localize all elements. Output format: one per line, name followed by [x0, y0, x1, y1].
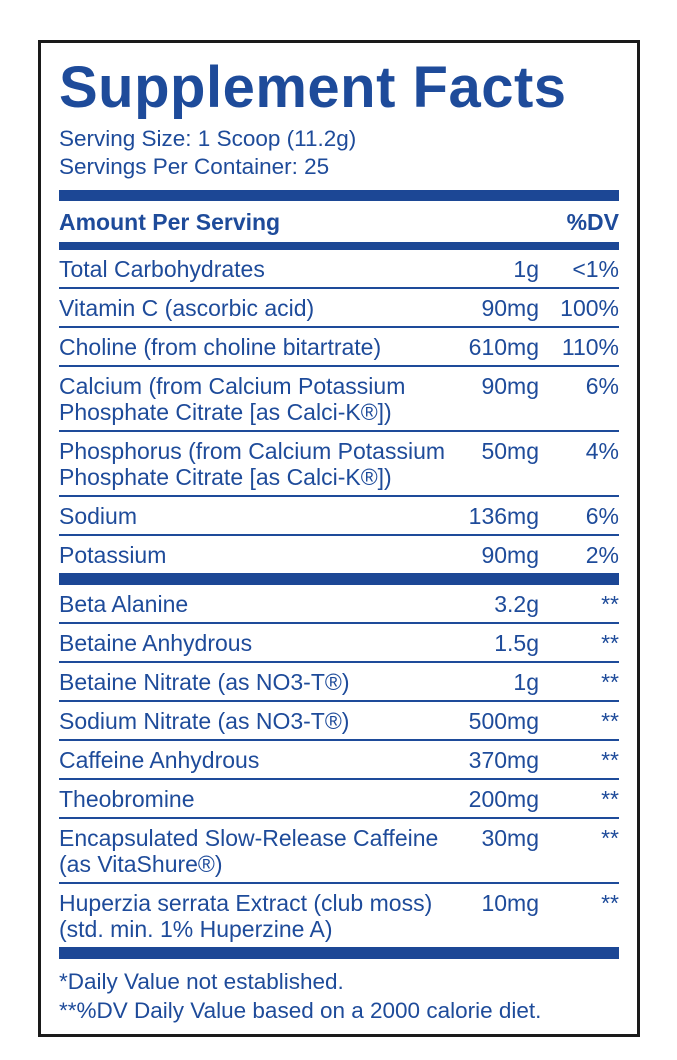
ingredient-name: Huperzia serrata Extract (club moss) (st… [59, 890, 453, 942]
ingredient-name-line1: Sodium [59, 503, 137, 529]
ingredient-name: Choline (from choline bitartrate) [59, 334, 453, 360]
ingredient-dv: ** [601, 786, 619, 812]
ingredient-amount: 1g [513, 256, 539, 282]
ingredient-name-line1: Vitamin C (ascorbic acid) [59, 295, 315, 321]
ingredient-dv: ** [601, 890, 619, 916]
section-divider-bar [59, 573, 619, 585]
ingredient-amount: 90mg [481, 295, 539, 321]
section-divider-bar [59, 947, 619, 959]
ingredient-amount: 500mg [468, 708, 539, 734]
ingredient-name-line1: Betaine Nitrate (as NO3-T®) [59, 669, 350, 695]
table-row-total-carbohydrates: Total Carbohydrates 1g <1% [59, 250, 619, 289]
ingredient-amount: 50mg [481, 438, 539, 464]
ingredient-name: Theobromine [59, 786, 453, 812]
ingredient-amount: 1.5g [494, 630, 539, 656]
ingredient-dv: ** [601, 708, 619, 734]
ingredient-name: Betaine Nitrate (as NO3-T®) [59, 669, 453, 695]
ingredient-name-line1: Caffeine Anhydrous [59, 747, 260, 773]
ingredient-name: Caffeine Anhydrous [59, 747, 453, 773]
footnotes: *Daily Value not established. **%DV Dail… [59, 959, 619, 1025]
ingredient-amount: 370mg [468, 747, 539, 773]
ingredient-dv: 2% [585, 542, 619, 568]
ingredient-amount: 30mg [481, 825, 539, 851]
table-row-calcium: Calcium (from Calcium Potassium Phosphat… [59, 367, 619, 432]
ingredient-amount: 200mg [468, 786, 539, 812]
ingredient-name: Sodium [59, 503, 453, 529]
ingredient-dv: ** [601, 825, 619, 851]
ingredient-name: Encapsulated Slow-Release Caffeine (as V… [59, 825, 453, 877]
ingredient-name: Total Carbohydrates [59, 256, 453, 282]
table-row-vitamin-c: Vitamin C (ascorbic acid) 90mg 100% [59, 289, 619, 328]
ingredient-name: Calcium (from Calcium Potassium Phosphat… [59, 373, 453, 425]
ingredient-name-line2: Phosphate Citrate [as Calci-K®]) [59, 399, 392, 425]
footnote-dv-basis: **%DV Daily Value based on a 2000 calori… [59, 998, 542, 1023]
table-row-encapsulated-caffeine: Encapsulated Slow-Release Caffeine (as V… [59, 819, 619, 884]
ingredient-dv: ** [601, 630, 619, 656]
ingredient-dv: ** [601, 669, 619, 695]
ingredient-name-line1: Potassium [59, 542, 167, 568]
table-row-sodium-nitrate: Sodium Nitrate (as NO3-T®) 500mg ** [59, 702, 619, 741]
ingredient-name-line2: (as VitaShure®) [59, 851, 223, 877]
footnote-daily-value: *Daily Value not established. [59, 969, 344, 994]
ingredient-name: Betaine Anhydrous [59, 630, 453, 656]
table-row-huperzia-serrata: Huperzia serrata Extract (club moss) (st… [59, 884, 619, 947]
ingredient-name-line2: (std. min. 1% Huperzine A) [59, 916, 333, 942]
ingredient-name: Beta Alanine [59, 591, 453, 617]
section-divider-bar [59, 242, 619, 250]
ingredient-name-line2: Phosphate Citrate [as Calci-K®]) [59, 464, 392, 490]
ingredient-dv: 6% [585, 503, 619, 529]
ingredient-dv: 4% [585, 438, 619, 464]
ingredient-dv: ** [601, 747, 619, 773]
ingredient-name: Potassium [59, 542, 453, 568]
ingredient-amount: 10mg [481, 890, 539, 916]
ingredient-name-line1: Phosphorus (from Calcium Potassium [59, 438, 446, 464]
ingredient-dv: 110% [561, 334, 619, 360]
serving-size-text: Serving Size: 1 Scoop (11.2g) [59, 126, 357, 151]
table-header-row: Amount Per Serving %DV [59, 201, 619, 242]
ingredient-name-line1: Choline (from choline bitartrate) [59, 334, 382, 360]
table-row-betaine-nitrate: Betaine Nitrate (as NO3-T®) 1g ** [59, 663, 619, 702]
ingredient-name-line1: Huperzia serrata Extract (club moss) [59, 890, 433, 916]
ingredient-name-line1: Betaine Anhydrous [59, 630, 253, 656]
table-row-potassium: Potassium 90mg 2% [59, 536, 619, 573]
ingredient-name-line1: Calcium (from Calcium Potassium [59, 373, 406, 399]
ingredient-name: Sodium Nitrate (as NO3-T®) [59, 708, 453, 734]
ingredient-amount: 1g [513, 669, 539, 695]
ingredient-dv: 6% [585, 373, 619, 399]
ingredient-name: Phosphorus (from Calcium Potassium Phosp… [59, 438, 453, 490]
table-row-choline: Choline (from choline bitartrate) 610mg … [59, 328, 619, 367]
ingredient-name-line1: Theobromine [59, 786, 195, 812]
ingredient-amount: 610mg [468, 334, 539, 360]
table-row-betaine-anhydrous: Betaine Anhydrous 1.5g ** [59, 624, 619, 663]
ingredient-dv: <1% [572, 256, 619, 282]
table-row-theobromine: Theobromine 200mg ** [59, 780, 619, 819]
column-header-dv: %DV [566, 209, 619, 235]
ingredient-dv: ** [601, 591, 619, 617]
table-row-phosphorus: Phosphorus (from Calcium Potassium Phosp… [59, 432, 619, 497]
ingredient-name-line1: Encapsulated Slow-Release Caffeine [59, 825, 439, 851]
label-title: Supplement Facts [59, 55, 567, 120]
ingredient-amount: 3.2g [494, 591, 539, 617]
section-divider-bar [59, 190, 619, 201]
table-row-caffeine-anhydrous: Caffeine Anhydrous 370mg ** [59, 741, 619, 780]
ingredient-name-line1: Beta Alanine [59, 591, 189, 617]
ingredient-amount: 136mg [468, 503, 539, 529]
servings-per-container-text: Servings Per Container: 25 [59, 154, 330, 179]
ingredient-amount: 90mg [481, 373, 539, 399]
ingredient-amount: 90mg [481, 542, 539, 568]
supplement-facts-label: Supplement Facts Serving Size: 1 Scoop (… [38, 40, 640, 1037]
ingredient-name-line1: Total Carbohydrates [59, 256, 265, 282]
table-row-sodium: Sodium 136mg 6% [59, 497, 619, 536]
ingredient-name: Vitamin C (ascorbic acid) [59, 295, 453, 321]
ingredient-name-line1: Sodium Nitrate (as NO3-T®) [59, 708, 350, 734]
ingredient-dv: 100% [560, 295, 619, 321]
table-row-beta-alanine: Beta Alanine 3.2g ** [59, 585, 619, 624]
column-header-amount-per-serving: Amount Per Serving [59, 209, 281, 235]
